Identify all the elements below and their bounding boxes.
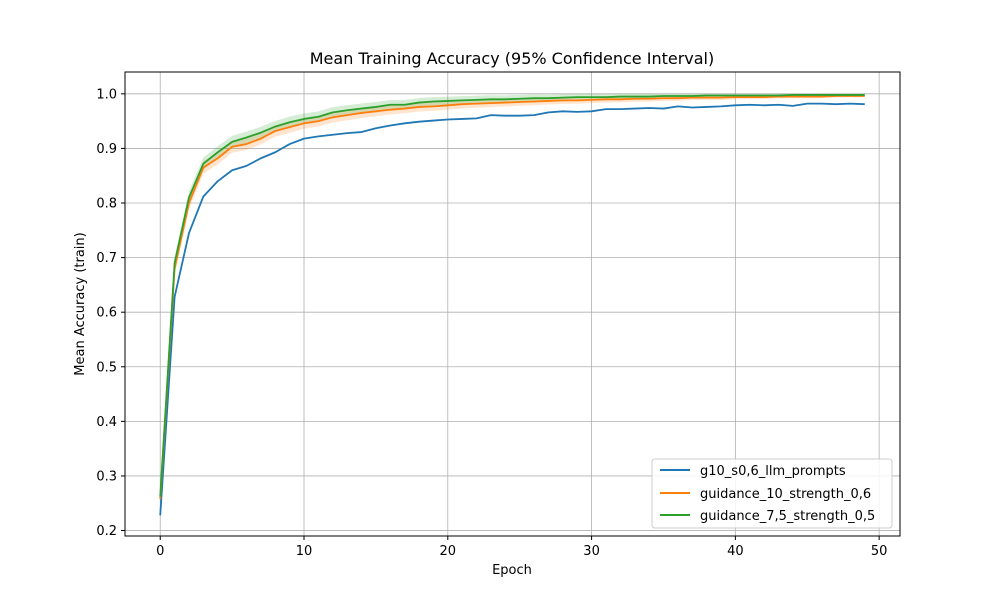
- legend-entry-2: guidance_7,5_strength_0,5: [700, 509, 875, 524]
- series-line-1: [159, 95, 865, 499]
- y-tick-label: 0.7: [96, 251, 117, 266]
- grid: [125, 72, 900, 536]
- y-tick-label: 0.4: [96, 415, 117, 430]
- x-tick-label: 50: [871, 544, 888, 559]
- plot-area-frame: [124, 71, 901, 537]
- y-axis-label: Mean Accuracy (train): [73, 232, 88, 375]
- x-tick-label: 10: [296, 544, 313, 559]
- legend: g10_s0,6_llm_prompts guidance_10_strengt…: [651, 458, 893, 529]
- x-axis-label: Epoch: [492, 563, 532, 578]
- series-line-2: [159, 94, 865, 497]
- y-axis-ticks: 0.2 0.3 0.4 0.5 0.6 0.7 0.8 0.9 1.0: [96, 87, 125, 539]
- x-tick-label: 40: [727, 544, 744, 559]
- y-tick-label: 0.2: [96, 524, 117, 539]
- series-line-0: [159, 102, 865, 516]
- y-tick-label: 0.3: [96, 469, 117, 484]
- y-tick-label: 1.0: [96, 87, 117, 102]
- legend-frame: [651, 458, 893, 529]
- y-tick-label: 0.6: [96, 306, 117, 321]
- x-tick-label: 20: [440, 544, 457, 559]
- x-tick-label: 0: [156, 544, 164, 559]
- x-axis-ticks: 0 10 20 30 40 50: [156, 536, 887, 559]
- chart-title: Mean Training Accuracy (95% Confidence I…: [310, 49, 714, 68]
- y-tick-label: 0.8: [96, 197, 117, 212]
- legend-entry-1: guidance_10_strength_0,6: [700, 487, 871, 502]
- y-tick-label: 0.5: [96, 360, 117, 375]
- y-tick-label: 0.9: [96, 142, 117, 157]
- series-lines: [159, 94, 865, 516]
- x-tick-label: 30: [583, 544, 600, 559]
- legend-entry-0: g10_s0,6_llm_prompts: [700, 464, 846, 479]
